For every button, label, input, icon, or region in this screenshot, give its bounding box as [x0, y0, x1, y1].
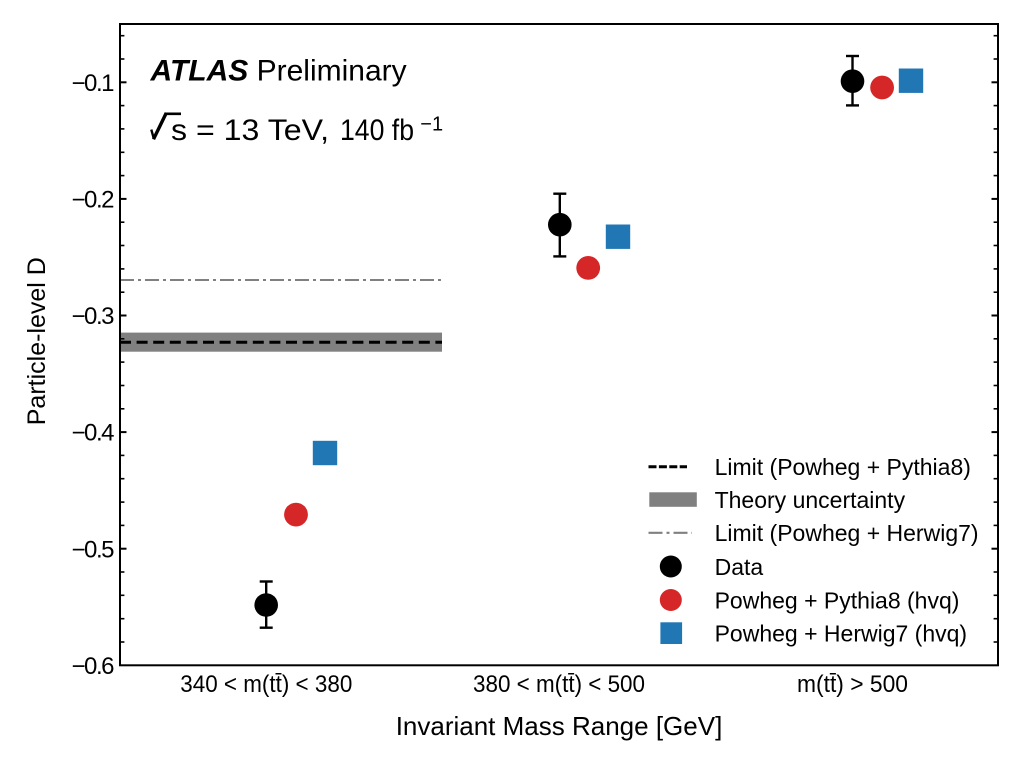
svg-text:ATLAS Preliminary: ATLAS Preliminary: [150, 55, 407, 88]
svg-text:340 < m(tt̄) < 380: 340 < m(tt̄) < 380: [180, 671, 352, 698]
svg-text:Invariant Mass Range [GeV]: Invariant Mass Range [GeV]: [396, 711, 723, 741]
svg-text:−0.1: −0.1: [72, 70, 115, 97]
svg-text:Powheg + Herwig7 (hvq): Powheg + Herwig7 (hvq): [715, 621, 967, 647]
svg-text:−0.5: −0.5: [72, 536, 115, 563]
svg-text:Particle-level D: Particle-level D: [23, 257, 51, 425]
svg-text:Limit (Powheg + Pythia8): Limit (Powheg + Pythia8): [715, 454, 971, 480]
svg-text:−1: −1: [420, 114, 443, 136]
svg-text:380 < m(tt̄) < 500: 380 < m(tt̄) < 500: [473, 671, 645, 698]
svg-text:−0.4: −0.4: [72, 420, 115, 447]
svg-text:−0.3: −0.3: [72, 303, 115, 330]
svg-text:Limit (Powheg + Herwig7): Limit (Powheg + Herwig7): [715, 520, 979, 546]
svg-text:s = 13 TeV,: s = 13 TeV,: [171, 114, 329, 147]
svg-text:Data: Data: [715, 554, 764, 580]
svg-text:−0.6: −0.6: [72, 653, 115, 680]
svg-text:Theory uncertainty: Theory uncertainty: [715, 487, 906, 513]
svg-text:m(tt̄) > 500: m(tt̄) > 500: [797, 671, 908, 698]
svg-text:Powheg + Pythia8 (hvq): Powheg + Pythia8 (hvq): [715, 587, 960, 613]
svg-text:140 fb: 140 fb: [340, 114, 414, 147]
svg-text:−0.2: −0.2: [72, 187, 115, 214]
